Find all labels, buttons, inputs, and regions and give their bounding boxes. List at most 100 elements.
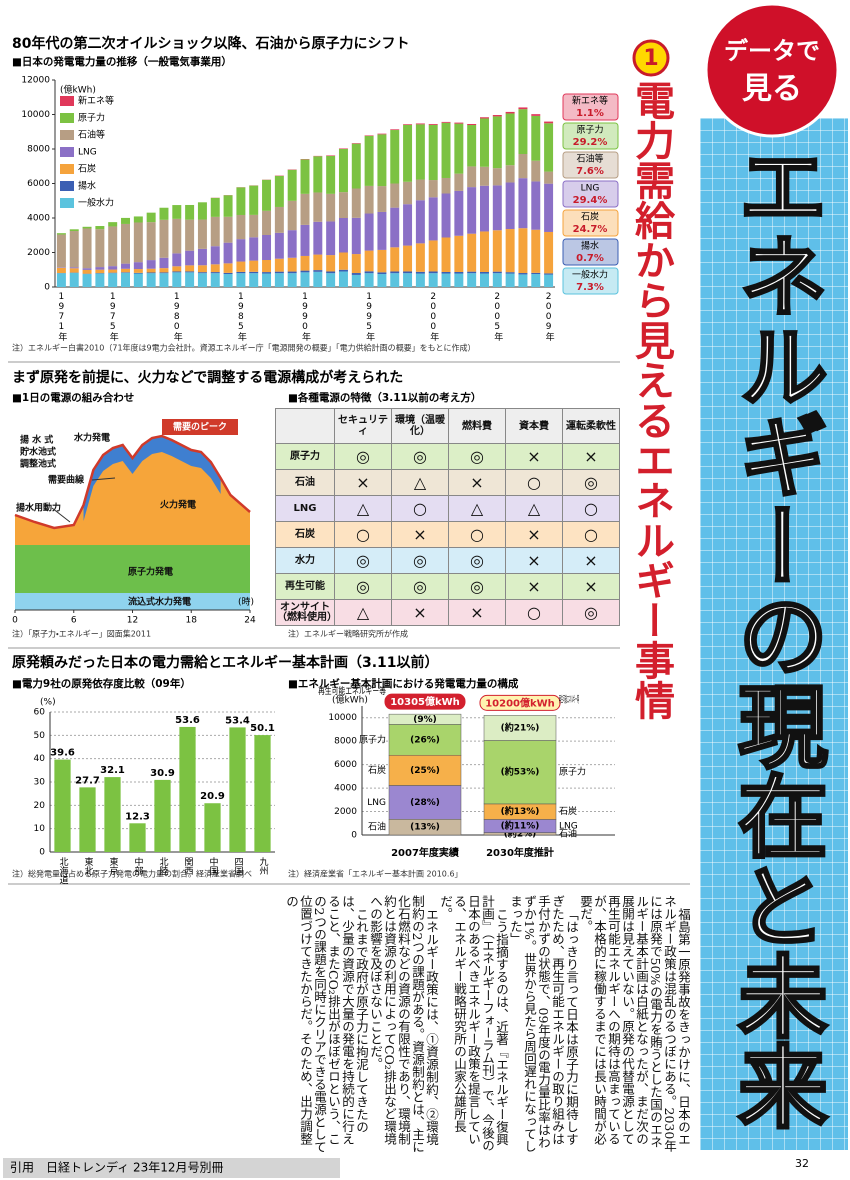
- bar-segment: [274, 232, 284, 259]
- y-tick-label: 30: [34, 778, 46, 788]
- bar-segment: [415, 243, 425, 272]
- bar-segment: [505, 113, 515, 166]
- bar-segment: [133, 273, 143, 287]
- bar-segment: [518, 273, 528, 275]
- bar-segment: [223, 242, 233, 264]
- bar-segment: [492, 116, 502, 169]
- annotation: 揚水用動力: [16, 502, 61, 514]
- series-name: 再生可能エネルギー等: [559, 693, 579, 705]
- bar-segment: [108, 222, 118, 227]
- bar-segment: [454, 235, 464, 272]
- bar-segment: [56, 273, 66, 287]
- bar-segment: [390, 207, 400, 248]
- bar-segment: [492, 185, 502, 231]
- rating-cell: △: [391, 469, 449, 496]
- bar-segment: [403, 271, 413, 274]
- y-tick-label: 8000: [27, 145, 50, 155]
- bar-segment: [313, 254, 323, 271]
- bar-segment: [428, 124, 438, 181]
- bar-segment: [108, 269, 118, 273]
- bar-segment: [415, 123, 425, 125]
- x-tick-label: 2009年: [544, 292, 555, 342]
- bar-segment: [377, 186, 387, 212]
- x-tick-label: 2000年: [428, 292, 439, 342]
- x-tick-label: 1985年: [236, 292, 247, 342]
- bar-segment: [390, 247, 400, 272]
- share-box: [562, 93, 619, 121]
- bar-segment: [121, 268, 130, 273]
- bar-segment: [236, 239, 246, 262]
- row-label: 石炭: [275, 521, 335, 548]
- bar-segment: [159, 257, 169, 269]
- share-value: 7.6%: [576, 166, 604, 177]
- bar-segment: [210, 264, 220, 273]
- bar-segment: [326, 273, 336, 287]
- bar-segment: [415, 200, 425, 244]
- badge-bottom: 見る: [742, 72, 802, 107]
- bar-segment: [185, 265, 195, 272]
- rating-cell: ○: [562, 495, 620, 522]
- bar-segment: [364, 271, 374, 274]
- chart-note: 注）経済産業省「エネルギー基本計画 2010.6」: [288, 869, 463, 879]
- share-name: 原子力: [576, 124, 603, 136]
- bar-segment: [262, 234, 272, 261]
- legend-label: LNG: [78, 148, 97, 158]
- bar-segment: [313, 221, 323, 255]
- total-label: 10305億kWh: [390, 695, 460, 708]
- bar-segment: [69, 268, 79, 273]
- x-tick-label: 関西: [183, 857, 194, 876]
- bar-segment: [133, 222, 143, 263]
- legend-label: 石炭: [78, 163, 96, 175]
- bar-segment: [146, 272, 156, 274]
- bar-segment: [56, 233, 66, 235]
- rating-cell: ×: [505, 573, 563, 600]
- bar-segment: [197, 272, 207, 274]
- segment-label: (9%): [413, 715, 437, 725]
- legend-label: 新エネ等: [78, 95, 114, 107]
- x-tick-label: 四国: [233, 857, 244, 876]
- bar-segment: [505, 273, 515, 287]
- bar-segment: [56, 267, 66, 268]
- bar-segment: [403, 124, 413, 182]
- bar-segment: [210, 273, 220, 287]
- bar-segment: [531, 115, 541, 161]
- bar-segment: [403, 181, 413, 205]
- bar-segment: [428, 197, 438, 241]
- bar-segment: [56, 267, 66, 274]
- rating-cell: ◎: [391, 573, 449, 600]
- bar-segment: [69, 231, 79, 268]
- footer-source: 引用 日経トレンディ 23年12月号別冊: [10, 1160, 224, 1175]
- bar-segment: [108, 226, 118, 267]
- bar-segment: [287, 230, 297, 258]
- bar-segment: [351, 143, 361, 189]
- bar-segment: [388, 724, 462, 756]
- total-badge: [384, 693, 466, 710]
- x-tick-label: 6: [71, 616, 77, 626]
- bar: [129, 823, 146, 852]
- y-tick-label: 4000: [334, 784, 357, 794]
- bar-segment: [351, 143, 361, 144]
- bar-segment: [351, 254, 361, 274]
- y-tick-label: 10: [34, 824, 46, 834]
- share-name: 揚水: [581, 240, 599, 252]
- x-tick-label: 1971年: [56, 292, 67, 342]
- bar-segment: [441, 193, 451, 238]
- bar-segment: [428, 271, 438, 274]
- y-tick-label: 4000: [27, 214, 50, 224]
- bar-segment: [531, 229, 541, 273]
- bar-segment: [544, 123, 554, 172]
- y-tick-label: 8000: [334, 737, 357, 747]
- bar-segment: [159, 272, 169, 274]
- bar-segment: [172, 218, 182, 254]
- series-name: 石油: [368, 821, 386, 833]
- column-header: 運転柔軟性: [562, 408, 620, 444]
- nuclear-layer: [15, 545, 250, 593]
- x-tick-label: 24: [244, 616, 256, 626]
- bar-segment: [364, 273, 374, 287]
- bar-segment: [172, 253, 182, 267]
- bar-segment: [249, 185, 259, 215]
- bar-segment: [185, 204, 195, 220]
- bar: [254, 735, 271, 852]
- row-label: 再生可能: [275, 573, 335, 600]
- legend-label: 一般水力: [78, 197, 114, 209]
